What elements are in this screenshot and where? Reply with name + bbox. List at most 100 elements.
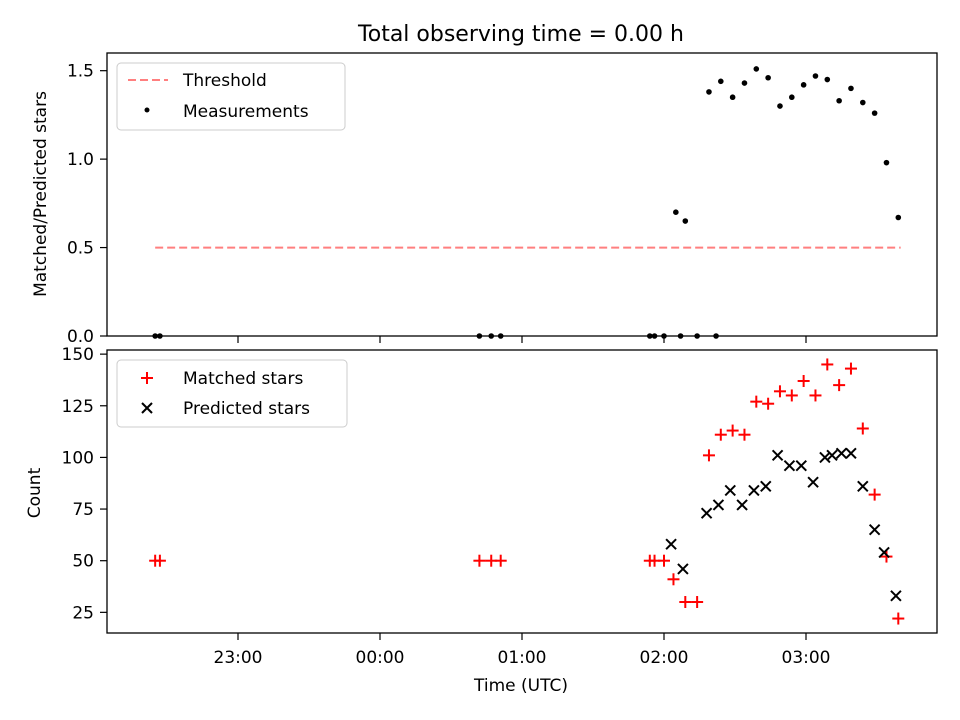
measurement-point [682,218,689,224]
predicted-star-stroke-b [890,590,902,602]
matched-star-point [714,428,727,441]
measurement-point [706,89,712,95]
predicted-star-point [819,451,831,464]
x-tick-label: 03:00 [782,648,831,668]
matched-star-point [691,596,704,609]
matched-star-point [726,424,739,437]
measurement-point [729,94,736,101]
predicted-star-stroke-b [724,484,736,497]
x-tick-label: 23:00 [214,648,263,668]
bottom-panel: 25 50 75 100 125 150 23:00 00:00 01:00 02:00 03:0… [25,345,938,696]
matched-star-point [658,554,670,567]
top-marks [152,66,902,339]
predicted-star-point [677,563,689,575]
matched-star-point [856,422,869,435]
matched-star-point [762,397,775,410]
predicted-star-stroke-b [760,480,772,493]
top-panel: 0.0 0.5 1.0 1.5 Matched/Predicted stars Thr… [31,52,938,347]
bottom-y-ticks: 25 50 75 100 125 150 [62,345,107,623]
bottom-y-axis-label: Count [25,467,45,518]
legend-measurements-label: Measurements [183,102,309,122]
top-x-ticks [237,336,807,343]
predicted-star-point [700,507,713,519]
bottom-marks [149,358,905,625]
measurement-point [718,78,724,85]
bottom-y-tick-label: 75 [72,500,94,520]
predicted-star-point [835,447,848,459]
matched-star-point [833,379,846,392]
predicted-star-stroke-b [665,538,677,550]
predicted-star-point [724,484,736,497]
top-y-tick-label: 1.0 [67,150,94,170]
predicted-star-point [845,447,857,459]
predicted-star-point [736,499,748,511]
legend-matched-marker [141,372,153,384]
predicted-star-stroke-b [826,449,838,462]
x-axis-label: Time (UTC) [473,676,568,696]
predicted-star-stroke-b [700,507,713,519]
predicted-star-point [748,484,760,497]
top-y-ticks: 0.0 0.5 1.0 1.5 [67,62,107,347]
matched-star-point [702,449,715,462]
predicted-star-point [771,449,784,462]
predicted-star-point [857,480,869,493]
predicted-star-point [868,524,881,536]
measurement-point [789,94,795,101]
predicted-star-stroke-b [748,484,760,497]
matched-star-point [473,554,486,567]
predicted-star-point [783,459,796,472]
bottom-legend: Matched stars Predicted stars [116,359,348,428]
top-legend-box [116,62,346,131]
predicted-star-point [826,449,838,462]
x-tick-label: 02:00 [640,648,689,668]
measurement-point [871,110,878,116]
bottom-x-ticks: 23:00 00:00 01:00 02:00 03:00 [214,633,831,668]
legend-threshold-label: Threshold [182,71,267,91]
matched-star-point [844,362,857,375]
matched-star-point [809,389,822,402]
predicted-star-stroke-b [857,480,869,493]
matched-star-point [773,385,786,398]
measurement-point [800,82,807,88]
bottom-y-tick-label: 100 [62,448,94,468]
measurement-point [836,97,842,104]
matched-star-point [880,550,893,563]
predicted-star-point [878,546,890,559]
legend-measurements-marker [144,107,150,113]
predicted-star-stroke-b [783,459,796,472]
matched-star-point [667,573,680,586]
predicted-star-point [795,459,807,472]
measurement-point [777,103,783,109]
matched-star-point [892,612,905,625]
bottom-y-tick-label: 25 [72,603,94,623]
measurement-point [812,73,819,79]
predicted-star-stroke-b [795,459,807,472]
top-y-tick-label: 0.0 [67,327,94,347]
legend-predicted-marker [141,402,153,414]
bottom-legend-box [116,359,348,428]
predicted-star-point [665,538,677,550]
legend-matched-label: Matched stars [183,369,303,389]
predicted-star-point [807,476,819,488]
predicted-star-stroke-b [677,563,689,575]
top-legend: Threshold Measurements [116,62,346,131]
matched-star-point [821,358,834,371]
x-tick-label: 01:00 [498,648,547,668]
measurement-point [895,214,902,221]
top-y-tick-label: 0.5 [67,239,94,259]
top-plot-frame [106,52,938,337]
measurement-point [848,85,854,92]
bottom-y-tick-label: 125 [62,397,94,417]
predicted-star-stroke-b [819,451,831,464]
matched-star-point [153,554,166,567]
measurement-point [765,74,771,81]
measurement-point [860,99,866,106]
predicted-star-stroke-b [868,524,881,536]
bottom-plot-frame [106,349,938,634]
matched-star-point [868,488,881,501]
predicted-star-stroke-b [835,447,848,459]
predicted-star-stroke-b [771,449,784,462]
predicted-star-stroke-b [712,499,725,511]
predicted-star-stroke-b [807,476,819,488]
